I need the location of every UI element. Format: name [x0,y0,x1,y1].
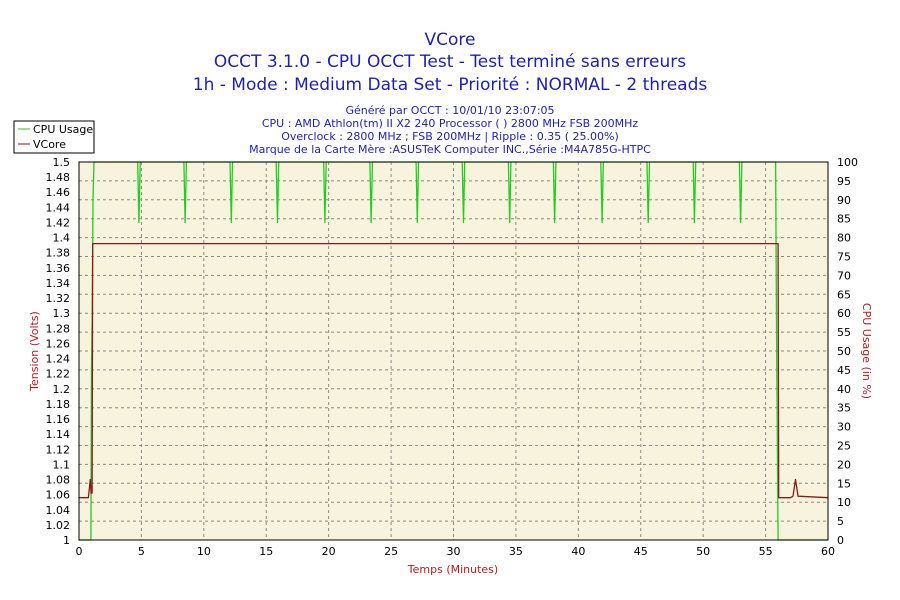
x-tick-label: 45 [634,545,648,558]
x-tick-label: 5 [138,545,145,558]
y-left-tick-label: 1.5 [53,156,71,169]
legend: CPU Usage VCore [13,120,95,154]
y-right-tick-label: 30 [837,421,851,434]
y-left-tick-label: 1.24 [46,353,71,366]
series-line-cpu-usage [79,161,828,541]
chart-subtitle-1: OCCT 3.1.0 - CPU OCCT Test - Test termin… [214,52,686,72]
y-left-tick-label: 1.26 [46,337,71,350]
legend-label-cpu-usage: CPU Usage [33,123,93,136]
y-left-tick-label: 1.04 [46,504,71,517]
y-right-tick-label: 80 [837,232,851,245]
x-tick-label: 20 [322,545,336,558]
y-right-tick-label: 75 [837,251,851,264]
x-tick-label: 35 [509,545,523,558]
x-tick-label: 25 [384,545,398,558]
y-left-tick-label: 1.42 [46,216,71,229]
y-left-tick-label: 1.18 [46,398,71,411]
y-right-tick-label: 70 [837,269,851,282]
chart-title: VCore [425,30,476,50]
chart-subtitle-2: 1h - Mode : Medium Data Set - Priorité :… [193,75,708,95]
info-line-motherboard: Marque de la Carte Mère :ASUSTeK Compute… [249,143,651,156]
y-right-tick-label: 10 [837,496,851,509]
y-left-tick-label: 1.16 [46,413,71,426]
y-right-tick-label: 20 [837,458,851,471]
y-left-tick-label: 1.1 [53,458,71,471]
y-left-tick-label: 1.06 [46,489,71,502]
y-right-tick-label: 65 [837,288,851,301]
y-right-tick-label: 85 [837,213,851,226]
x-tick-label: 10 [197,545,211,558]
y-left-tick-label: 1.14 [46,428,71,441]
y-right-tick-label: 35 [837,402,851,415]
y-left-tick-label: 1.08 [46,474,71,487]
series-group [79,161,829,541]
x-tick-label: 55 [759,545,773,558]
y-right-tick-label: 55 [837,326,851,339]
y-left-tick-label: 1.38 [46,247,71,260]
y-left-tick-label: 1.28 [46,322,71,335]
y-axis-right-title: CPU Usage (in %) [860,303,873,399]
x-tick-label: 60 [821,545,835,558]
info-line-cpu: CPU : AMD Athlon(tm) II X2 240 Processor… [262,117,639,130]
legend-label-vcore: VCore [33,138,66,151]
x-tick-label: 30 [447,545,461,558]
x-axis-title: Temps (Minutes) [407,563,498,576]
info-line-overclock: Overclock : 2800 MHz ; FSB 200MHz | Ripp… [281,130,618,143]
y-left-tick-label: 1 [63,534,70,547]
y-right-tick-label: 90 [837,194,851,207]
x-tick-label: 15 [259,545,273,558]
x-tick-label: 40 [571,545,585,558]
y-axis-left-title: Tension (Volts) [28,311,41,392]
series-line-vcore [79,242,829,499]
axis-ticks: 0 5 10 15 20 25 30 35 40 45 50 55 600510152025303540… [46,156,859,558]
y-left-tick-label: 1.2 [53,383,71,396]
x-tick-label: 50 [696,545,710,558]
y-left-tick-label: 1.34 [46,277,71,290]
y-right-tick-label: 95 [837,175,851,188]
y-left-tick-label: 1.32 [46,292,71,305]
y-right-tick-label: 100 [837,156,858,169]
y-left-tick-label: 1.02 [46,519,71,532]
y-left-tick-label: 1.44 [46,201,71,214]
y-right-tick-label: 0 [837,534,844,547]
y-right-tick-label: 5 [837,515,844,528]
y-left-tick-label: 1.48 [46,171,71,184]
info-line-generated: Généré par OCCT : 10/01/10 23:07:05 [345,104,554,117]
y-right-tick-label: 40 [837,383,851,396]
y-left-tick-label: 1.12 [46,443,71,456]
grid [79,162,828,540]
y-left-tick-label: 1.4 [53,232,71,245]
y-left-tick-label: 1.22 [46,368,71,381]
y-right-tick-label: 25 [837,440,851,453]
legend-box [13,120,95,154]
y-left-tick-label: 1.3 [53,307,71,320]
y-right-tick-label: 45 [837,364,851,377]
plot-frame [78,161,829,541]
y-right-tick-label: 15 [837,477,851,490]
x-tick-label: 0 [76,545,83,558]
y-right-tick-label: 60 [837,307,851,320]
y-right-tick-label: 50 [837,345,851,358]
y-left-tick-label: 1.36 [46,262,71,275]
y-left-tick-label: 1.46 [46,186,71,199]
